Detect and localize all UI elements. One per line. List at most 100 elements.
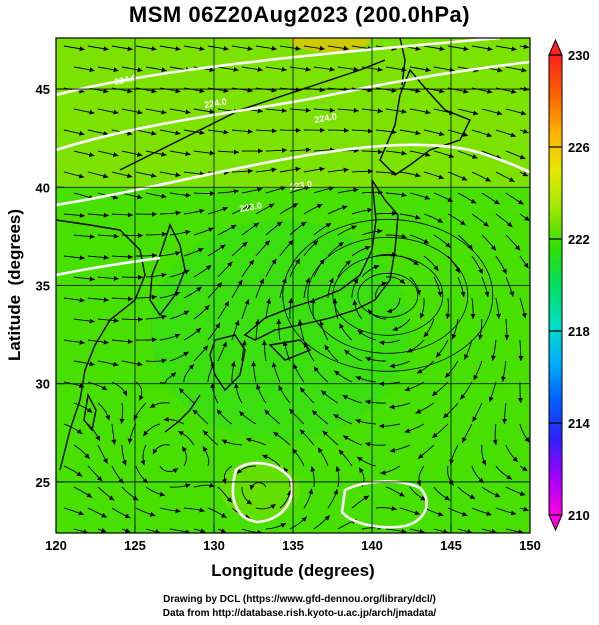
streamline-arrow: [279, 45, 301, 51]
x-tick-label: 150: [519, 538, 541, 553]
streamline-arrow: [73, 360, 95, 367]
isotherm-contour: [56, 256, 161, 277]
streamline-arrow: [457, 276, 466, 298]
streamline-arrow: [389, 360, 411, 369]
streamline-arrow: [63, 45, 85, 52]
streamline-arrow: [337, 66, 359, 72]
streamline-arrow: [241, 187, 263, 194]
streamline-arrow: [231, 128, 253, 134]
streamline-arrow: [423, 129, 445, 137]
streamline-arrow: [356, 456, 377, 467]
streamline-arrow: [505, 108, 527, 116]
streamline-arrow: [279, 239, 294, 257]
streamline-arrow: [367, 309, 386, 320]
streamline-arrow: [121, 360, 143, 367]
credit-data: Data from http://database.rish.kyoto-u.a…: [162, 608, 437, 619]
colorbar-tick-label: 222: [568, 232, 590, 247]
streamline-arrow: [159, 210, 181, 216]
streamline-arrow: [344, 349, 363, 362]
streamline-arrow: [87, 507, 107, 518]
streamline-arrow: [241, 259, 255, 278]
streamline-arrow: [505, 66, 527, 73]
streamline-arrow: [385, 66, 407, 73]
streamline-arrow: [145, 272, 167, 278]
streamline-arrow: [231, 204, 252, 215]
x-tick-label: 135: [282, 538, 304, 553]
coast-kyushu: [209, 334, 246, 392]
streamline-arrow: [342, 435, 363, 446]
streamline-arrow: [451, 318, 459, 340]
streamline-arrow: [457, 192, 477, 204]
streamline-arrow: [279, 490, 292, 509]
streamline-arrow: [505, 192, 524, 205]
streamline-arrow: [351, 245, 371, 257]
streamline-arrow: [495, 213, 513, 228]
streamline-arrow: [97, 486, 115, 501]
streamline-arrow: [231, 45, 253, 52]
y-tick-label: 45: [36, 82, 50, 97]
streamline-arrow: [433, 276, 443, 297]
streamline-arrow: [97, 275, 119, 281]
streamline-arrow: [495, 171, 515, 183]
streamline-arrow: [111, 171, 133, 179]
coast-taiwan: [83, 392, 97, 432]
streamline-arrow: [519, 297, 527, 319]
streamline-arrow: [463, 339, 473, 360]
streamline-arrow: [457, 486, 476, 500]
colorbar-tick-label: 214: [568, 416, 590, 431]
streamline-arrow: [327, 167, 349, 173]
streamline-arrow: [193, 304, 210, 320]
streamline-arrow: [299, 429, 315, 446]
streamline-arrow: [488, 381, 497, 403]
streamline-arrow: [97, 108, 119, 115]
streamline-arrow: [217, 189, 239, 194]
streamline-arrow: [375, 281, 388, 299]
x-tick-label: 125: [124, 538, 146, 553]
streamline-arrow: [291, 448, 305, 467]
streamline-arrow: [303, 166, 325, 173]
streamline-arrow: [481, 486, 501, 498]
streamline-arrow: [241, 340, 247, 362]
streamline-arrow: [217, 261, 233, 278]
streamline-arrow: [265, 258, 277, 278]
streamline-arrow: [135, 381, 144, 401]
streamline-arrow: [385, 276, 406, 285]
streamline-arrow: [202, 430, 219, 446]
streamline-arrow: [255, 240, 271, 257]
streamline-arrow: [271, 361, 281, 383]
streamline-arrow: [63, 171, 85, 179]
streamline-arrow: [303, 203, 323, 215]
streamline-arrow: [135, 465, 149, 484]
streamline-arrow: [87, 171, 109, 179]
streamline-arrow: [63, 255, 85, 261]
streamline-arrow: [217, 528, 227, 533]
isotherm-contour: [231, 461, 294, 524]
streamline-arrow: [472, 402, 483, 423]
isotherm-contour: [56, 143, 530, 207]
colorbar-max-triangle: [548, 38, 563, 56]
streamline-arrow: [457, 150, 478, 159]
streamline-arrow: [265, 147, 287, 153]
streamline-arrow: [495, 297, 502, 319]
streamline-arrow: [457, 108, 479, 116]
streamline-arrow: [145, 358, 167, 364]
streamline-arrow: [313, 366, 329, 383]
streamline-arrow: [231, 168, 253, 174]
streamline-arrow: [297, 319, 305, 341]
streamline-arrow: [504, 318, 510, 341]
streamline-arrow: [409, 528, 425, 533]
streamline-arrow: [265, 108, 287, 114]
streamline-arrow: [121, 150, 143, 157]
streamline-arrow: [97, 233, 119, 239]
streamline-arrow: [178, 430, 195, 446]
streamline-arrow: [313, 514, 331, 530]
streamline-arrow: [375, 506, 397, 511]
streamline-arrow: [399, 171, 421, 178]
chart-title: MSM 06Z20Aug2023 (200.0hPa): [128, 2, 471, 27]
streamline-arrow: [327, 205, 348, 215]
streamline-arrow: [392, 318, 411, 332]
coast-ryukyu: [164, 394, 201, 433]
colorbar-ramp: [549, 55, 562, 515]
streamline-arrow: [207, 129, 229, 135]
streamline-arrow: [352, 299, 363, 320]
